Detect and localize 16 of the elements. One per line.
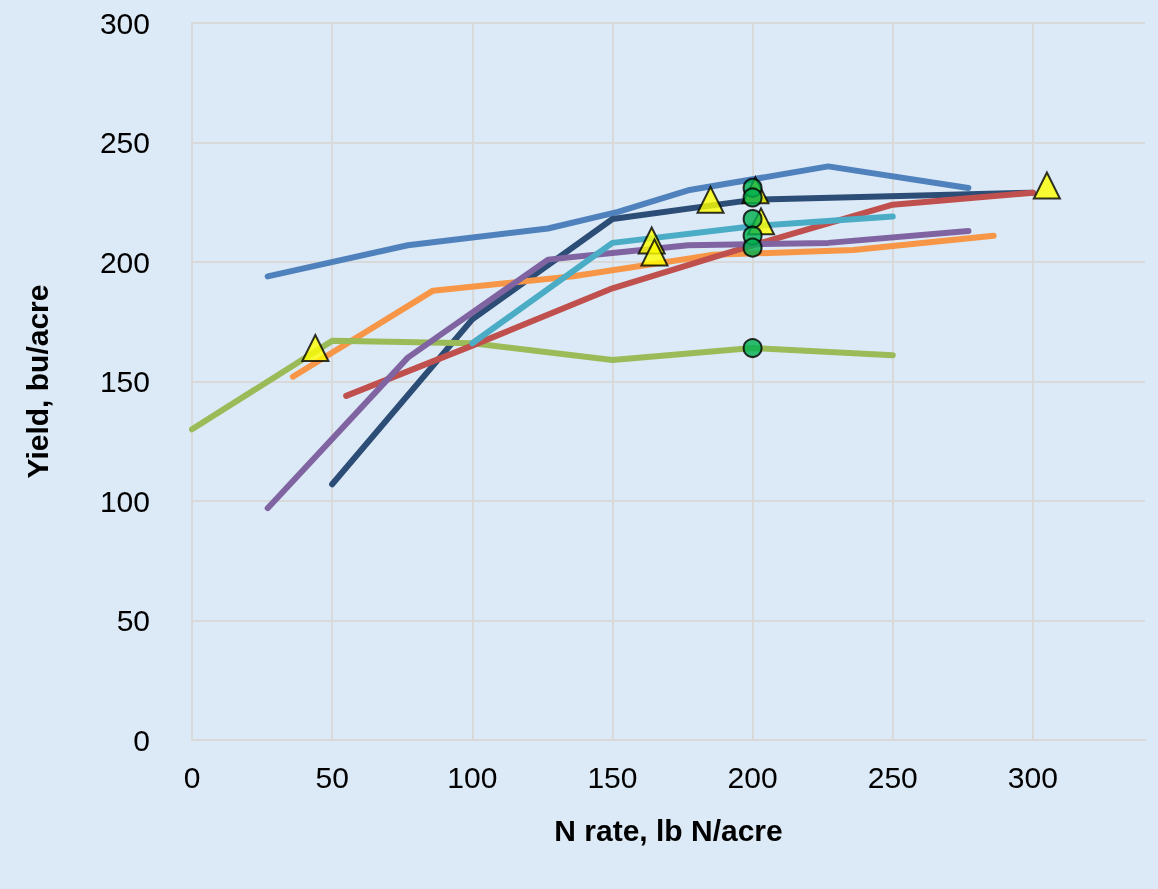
x-tick-label: 200 xyxy=(727,760,778,794)
x-tick-label: 50 xyxy=(315,760,349,794)
y-tick-label: 50 xyxy=(116,604,150,637)
x-tick-label: 300 xyxy=(1007,760,1058,794)
y-tick-label: 200 xyxy=(99,245,150,279)
y-axis-title: Yield, bu/acre xyxy=(20,284,54,479)
y-tick-label: 300 xyxy=(99,6,150,40)
x-axis-title: N rate, lb N/acre xyxy=(554,813,783,847)
x-tick-label: 250 xyxy=(867,760,918,794)
x-tick-label: 150 xyxy=(587,760,638,794)
y-tick-label: 100 xyxy=(99,484,150,518)
y-tick-label: 250 xyxy=(99,126,150,159)
y-tick-label: 150 xyxy=(99,365,150,398)
y-tick-label: 0 xyxy=(133,723,150,757)
x-tick-label: 0 xyxy=(183,760,201,794)
x-tick-label: 100 xyxy=(447,760,498,794)
